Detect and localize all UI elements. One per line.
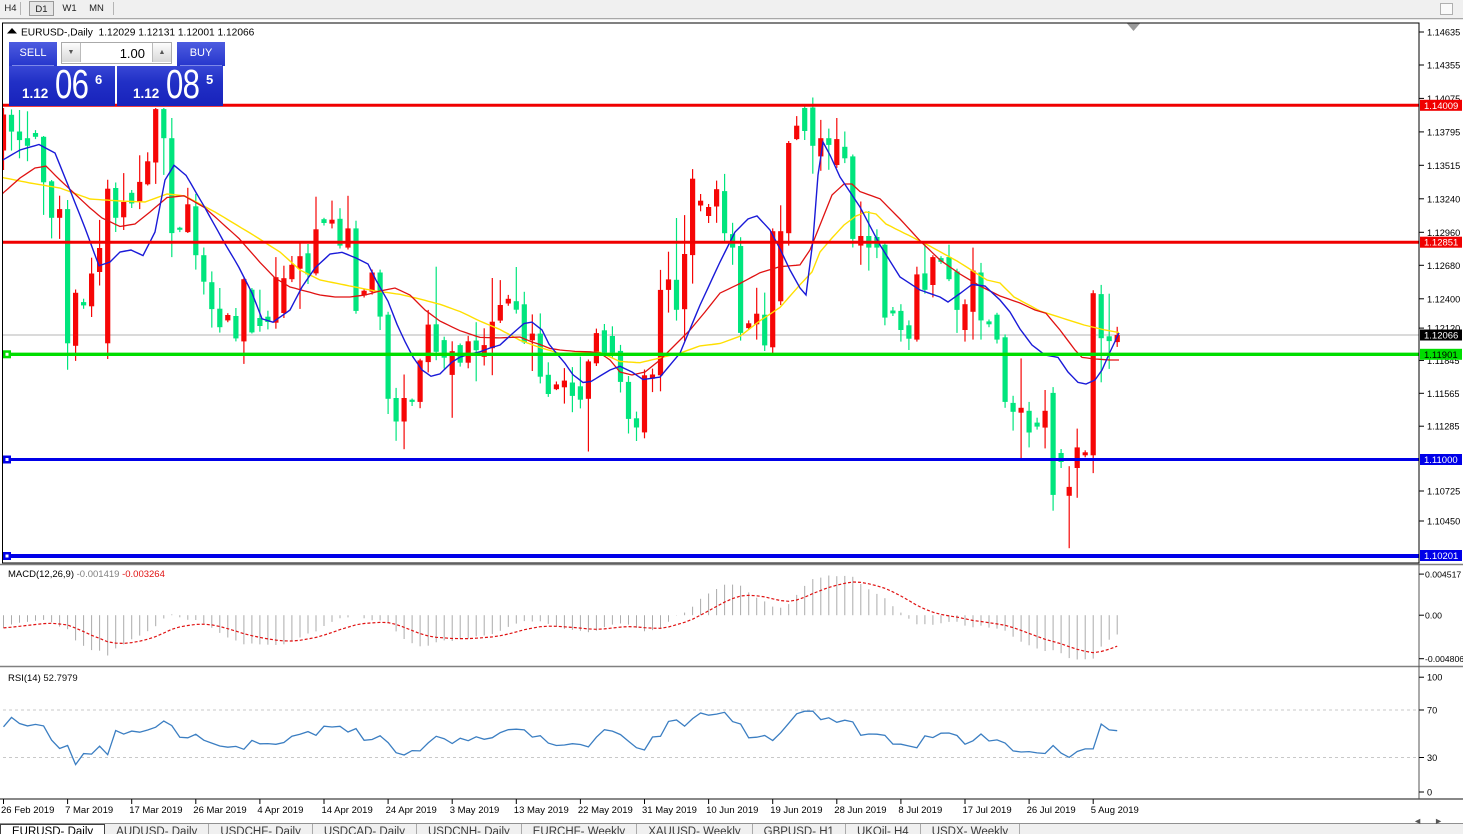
svg-text:MACD(12,26,9) -0.001419 -0.003: MACD(12,26,9) -0.001419 -0.003264 xyxy=(8,569,165,580)
svg-text:14 Apr 2019: 14 Apr 2019 xyxy=(322,805,373,816)
svg-text:1.12400: 1.12400 xyxy=(1427,294,1460,304)
svg-text:30: 30 xyxy=(1427,753,1437,763)
svg-text:1.11901: 1.11901 xyxy=(1424,350,1458,361)
svg-text:1.13240: 1.13240 xyxy=(1427,194,1460,204)
svg-text:1.12851: 1.12851 xyxy=(1424,238,1458,249)
svg-text:24 Apr 2019: 24 Apr 2019 xyxy=(386,805,437,816)
svg-text:1.10450: 1.10450 xyxy=(1427,517,1460,527)
svg-text:0.00: 0.00 xyxy=(1425,611,1442,621)
svg-text:17 Mar 2019: 17 Mar 2019 xyxy=(129,805,182,816)
svg-text:1.10725: 1.10725 xyxy=(1427,487,1460,497)
svg-text:70: 70 xyxy=(1427,706,1437,716)
svg-text:1.14075: 1.14075 xyxy=(1427,94,1460,104)
svg-text:3 May 2019: 3 May 2019 xyxy=(450,805,500,816)
svg-text:26 Mar 2019: 26 Mar 2019 xyxy=(193,805,246,816)
svg-text:4 Apr 2019: 4 Apr 2019 xyxy=(257,805,303,816)
svg-text:7 Mar 2019: 7 Mar 2019 xyxy=(65,805,113,816)
svg-text:1.11565: 1.11565 xyxy=(1427,389,1460,399)
svg-text:1.12960: 1.12960 xyxy=(1427,228,1460,238)
svg-text:17 Jul 2019: 17 Jul 2019 xyxy=(963,805,1012,816)
svg-text:28 Jun 2019: 28 Jun 2019 xyxy=(834,805,886,816)
svg-text:31 May 2019: 31 May 2019 xyxy=(642,805,697,816)
svg-text:1.12066: 1.12066 xyxy=(1424,331,1458,342)
svg-text:5 Aug 2019: 5 Aug 2019 xyxy=(1091,805,1139,816)
svg-text:1.10201: 1.10201 xyxy=(1424,551,1458,562)
svg-text:1.14635: 1.14635 xyxy=(1427,28,1460,38)
svg-text:1.11845: 1.11845 xyxy=(1427,356,1460,366)
svg-text:1.13515: 1.13515 xyxy=(1427,161,1460,171)
svg-text:0: 0 xyxy=(1427,788,1432,798)
svg-text:-0.004806: -0.004806 xyxy=(1425,654,1463,664)
svg-text:1.12120: 1.12120 xyxy=(1427,324,1460,334)
svg-text:26 Jul 2019: 26 Jul 2019 xyxy=(1027,805,1076,816)
svg-text:1.11000: 1.11000 xyxy=(1424,455,1458,466)
svg-text:13 May 2019: 13 May 2019 xyxy=(514,805,569,816)
svg-text:1.13795: 1.13795 xyxy=(1427,127,1460,137)
svg-text:100: 100 xyxy=(1427,673,1442,683)
svg-text:8 Jul 2019: 8 Jul 2019 xyxy=(898,805,942,816)
svg-text:1.14009: 1.14009 xyxy=(1424,101,1458,112)
svg-text:22 May 2019: 22 May 2019 xyxy=(578,805,633,816)
svg-text:19 Jun 2019: 19 Jun 2019 xyxy=(770,805,822,816)
svg-text:0.004517: 0.004517 xyxy=(1425,570,1461,580)
svg-text:1.12680: 1.12680 xyxy=(1427,261,1460,271)
svg-text:1.11285: 1.11285 xyxy=(1427,422,1460,432)
svg-text:1.14355: 1.14355 xyxy=(1427,61,1460,71)
svg-text:26 Feb 2019: 26 Feb 2019 xyxy=(1,805,54,816)
svg-text:10 Jun 2019: 10 Jun 2019 xyxy=(706,805,758,816)
svg-text:RSI(14) 52.7979: RSI(14) 52.7979 xyxy=(8,673,78,684)
svg-text:EURUSD-,Daily 1.12029 1.12131: EURUSD-,Daily 1.12029 1.12131 1.12001 1.… xyxy=(21,28,255,39)
